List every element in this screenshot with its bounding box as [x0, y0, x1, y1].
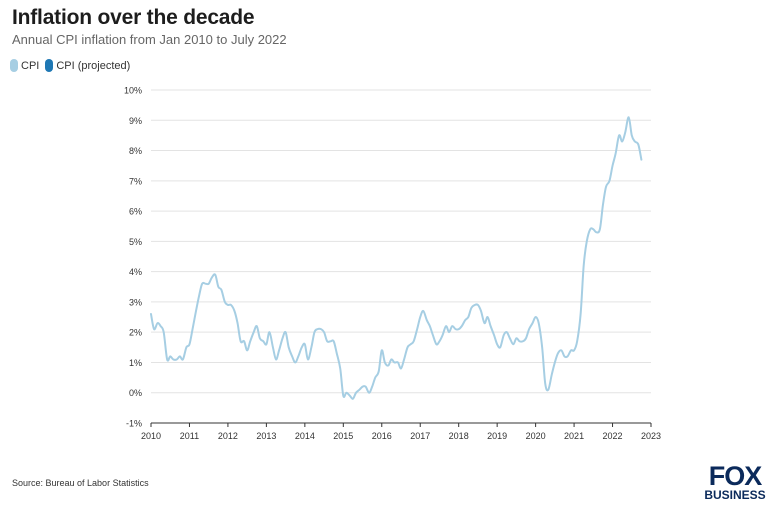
chart-subtitle: Annual CPI inflation from Jan 2010 to Ju…: [12, 32, 287, 47]
x-tick-label: 2010: [141, 431, 161, 441]
y-tick-label: 2%: [129, 328, 142, 338]
x-tick-label: 2017: [410, 431, 430, 441]
x-tick-label: 2020: [526, 431, 546, 441]
y-tick-label: 0%: [129, 388, 142, 398]
x-tick-label: 2018: [449, 431, 469, 441]
y-tick-label: 7%: [129, 176, 142, 186]
y-tick-label: 1%: [129, 358, 142, 368]
y-tick-label: 4%: [129, 267, 142, 277]
x-tick-label: 2019: [487, 431, 507, 441]
legend-swatch-cpi: [10, 59, 18, 72]
legend-label-cpi: CPI: [21, 59, 40, 72]
x-tick-label: 2015: [333, 431, 353, 441]
series-line-0: [150, 116, 643, 400]
y-tick-label: 5%: [129, 237, 142, 247]
x-tick-label: 2011: [180, 431, 199, 441]
y-tick-label: 3%: [129, 297, 142, 307]
x-tick-label: 2012: [218, 431, 238, 441]
y-tick-label: 8%: [129, 146, 142, 156]
x-tick-label: 2023: [641, 431, 661, 441]
logo-text-business: BUSINESS: [704, 488, 765, 502]
x-tick-label: 2021: [564, 431, 584, 441]
y-tick-label: 6%: [129, 207, 142, 217]
logo-text-fox: FOX: [709, 462, 762, 491]
y-tick-label: -1%: [126, 419, 142, 429]
y-tick-label: 10%: [124, 86, 142, 96]
legend-item-cpi[interactable]: CPI: [10, 59, 39, 72]
x-tick-label: 2013: [256, 431, 276, 441]
x-tick-label: 2022: [603, 431, 623, 441]
x-tick-label: 2016: [372, 431, 392, 441]
chart-title: Inflation over the decade: [12, 6, 255, 29]
legend-item-cpi-projected[interactable]: CPI (projected): [45, 59, 130, 72]
source-note: Source: Bureau of Labor Statistics: [12, 478, 149, 488]
legend-swatch-cpi-projected: [45, 59, 54, 72]
fox-business-logo: FOX BUSINESS: [704, 462, 765, 502]
legend-label-cpi-projected: CPI (projected): [56, 59, 131, 72]
x-tick-label: 2014: [295, 431, 315, 441]
y-tick-label: 9%: [129, 116, 142, 126]
chart-legend: CPI CPI (projected): [10, 59, 132, 72]
